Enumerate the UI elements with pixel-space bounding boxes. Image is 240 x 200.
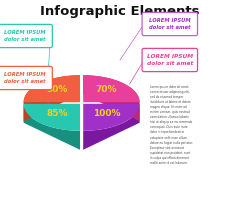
Text: LOREM IPSUM
dolor sit amet: LOREM IPSUM dolor sit amet <box>147 54 193 66</box>
FancyBboxPatch shape <box>142 48 198 72</box>
Polygon shape <box>24 75 80 121</box>
Text: LOREM IPSUM
dolor sit amet: LOREM IPSUM dolor sit amet <box>4 72 46 84</box>
Polygon shape <box>83 75 140 102</box>
Polygon shape <box>83 104 140 131</box>
Polygon shape <box>24 75 80 102</box>
Text: LOREM IPSUM
dolor sit amet: LOREM IPSUM dolor sit amet <box>149 18 191 30</box>
FancyBboxPatch shape <box>0 66 52 90</box>
Text: Lorem ipsum dolor sit amet,
consectetuer adipiscing elit,
sed do eiusmod tempor
: Lorem ipsum dolor sit amet, consectetuer… <box>150 85 193 165</box>
Text: Infographic Elements: Infographic Elements <box>40 5 200 18</box>
Polygon shape <box>24 104 80 131</box>
FancyBboxPatch shape <box>0 24 52 48</box>
Polygon shape <box>83 104 140 150</box>
Polygon shape <box>83 75 140 121</box>
Text: 70%: 70% <box>96 85 117 94</box>
Text: 85%: 85% <box>46 109 68 118</box>
Text: 100%: 100% <box>93 109 120 118</box>
Text: 50%: 50% <box>46 85 68 94</box>
Text: LOREM IPSUM
dolor sit amet: LOREM IPSUM dolor sit amet <box>4 30 46 42</box>
FancyBboxPatch shape <box>142 12 198 36</box>
Polygon shape <box>24 104 80 150</box>
